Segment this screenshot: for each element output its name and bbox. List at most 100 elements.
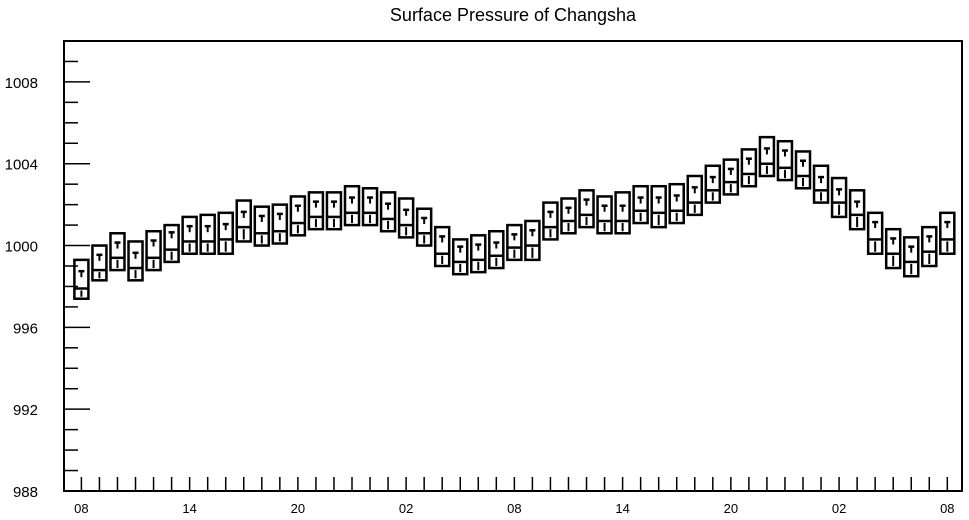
box-outline [217, 211, 234, 255]
box-22 [470, 234, 487, 274]
x-tick-label: 08 [74, 501, 88, 516]
box-43 [848, 189, 866, 231]
box-25 [524, 219, 541, 262]
y-tick-label: 996 [13, 320, 38, 337]
box-45 [884, 227, 902, 270]
box-outline [433, 225, 451, 268]
x-tick-label: 08 [940, 501, 954, 516]
box-outline [866, 211, 884, 255]
box-outline [722, 158, 740, 196]
box-outline [91, 244, 108, 282]
box-outline [235, 199, 253, 243]
box-outline [506, 223, 523, 262]
chart-title: Surface Pressure of Changsha [390, 5, 637, 25]
box-outline [848, 189, 866, 231]
box-38 [758, 135, 776, 178]
box-41 [812, 164, 830, 204]
box-8 [217, 211, 234, 255]
box-11 [271, 203, 289, 245]
plot-frame [63, 40, 963, 492]
y-tick-label: 1000 [5, 239, 38, 256]
box-outline [668, 182, 685, 225]
box-outline [740, 148, 758, 188]
box-outline [794, 150, 812, 190]
box-35 [704, 164, 722, 204]
box-13 [307, 191, 325, 231]
box-18 [397, 197, 415, 239]
box-outline [921, 225, 938, 268]
box-48 [939, 211, 956, 255]
y-tick-label: 1004 [5, 157, 38, 174]
box-26 [542, 201, 559, 241]
box-outline [325, 191, 343, 231]
box-outline [451, 238, 469, 276]
box-outline [163, 223, 180, 264]
box-outline [812, 164, 830, 204]
box-4 [145, 229, 162, 272]
box-outline [578, 189, 595, 229]
box-28 [578, 189, 595, 229]
box-33 [668, 182, 685, 225]
box-outline [758, 135, 776, 178]
box-outline [199, 213, 216, 255]
box-46 [902, 236, 920, 278]
box-34 [686, 174, 704, 217]
box-series [73, 135, 956, 300]
box-39 [776, 139, 794, 182]
box-outline [181, 215, 198, 255]
y-tick-label: 988 [13, 484, 38, 501]
box-outline [253, 205, 271, 247]
box-32 [650, 184, 667, 229]
box-outline [776, 139, 794, 182]
box-9 [235, 199, 253, 243]
box-3 [127, 240, 144, 282]
box-31 [632, 184, 649, 225]
x-tick-label: 20 [724, 501, 738, 516]
box-outline [614, 191, 631, 235]
x-tick-label: 02 [399, 501, 413, 516]
box-outline [470, 234, 487, 274]
box-0 [73, 258, 90, 300]
box-36 [722, 158, 740, 196]
y-axis: 988 992 996 1000 1004 1008 [5, 40, 90, 501]
box-outline [704, 164, 722, 204]
box-12 [289, 195, 307, 237]
box-outline [289, 195, 307, 237]
box-outline [307, 191, 325, 231]
box-23 [488, 229, 505, 270]
box-outline [884, 227, 902, 270]
x-tick-label: 20 [291, 501, 305, 516]
box-outline [127, 240, 144, 282]
y-tick-label: 992 [13, 402, 38, 419]
box-37 [740, 148, 758, 188]
box-27 [560, 197, 577, 235]
box-19 [415, 207, 433, 247]
box-outline [361, 187, 379, 227]
box-24 [506, 223, 523, 262]
box-14 [325, 191, 343, 231]
box-2 [109, 232, 126, 272]
box-44 [866, 211, 884, 255]
x-tick-label: 14 [182, 501, 196, 516]
box-outline [560, 197, 577, 235]
box-outline [686, 174, 704, 217]
box-20 [433, 225, 451, 268]
box-outline [343, 184, 361, 227]
x-axis: 08 14 20 02 08 14 20 02 08 [74, 477, 955, 516]
box-outline [73, 258, 90, 300]
box-47 [921, 225, 938, 268]
box-5 [163, 223, 180, 264]
box-30 [614, 191, 631, 235]
box-1 [91, 244, 108, 282]
box-outline [271, 203, 289, 245]
box-outline [415, 207, 433, 247]
box-outline [488, 229, 505, 270]
box-17 [379, 191, 397, 233]
box-42 [830, 176, 848, 219]
box-40 [794, 150, 812, 190]
box-15 [343, 184, 361, 227]
box-outline [650, 184, 667, 229]
box-7 [199, 213, 216, 255]
box-outline [830, 176, 848, 219]
